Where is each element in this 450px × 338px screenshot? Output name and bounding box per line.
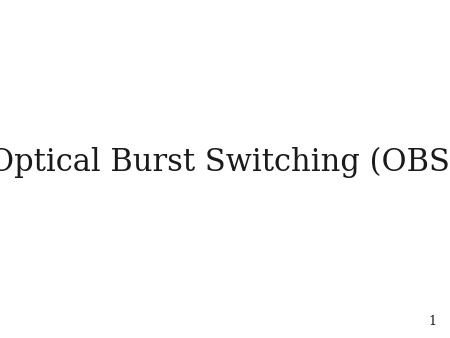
Text: Optical Burst Switching (OBS): Optical Burst Switching (OBS) — [0, 147, 450, 178]
Text: 1: 1 — [428, 315, 436, 328]
